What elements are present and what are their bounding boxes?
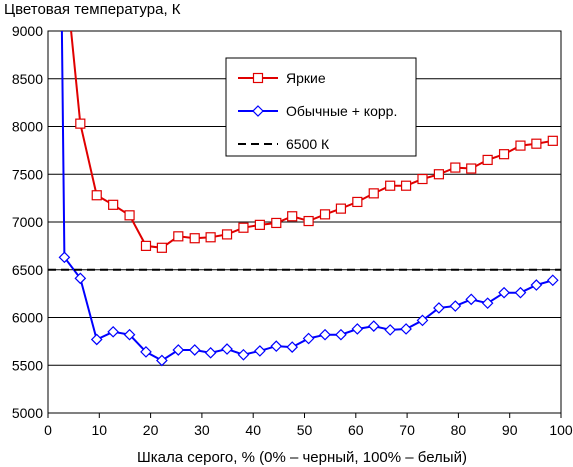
data-point-square <box>108 199 119 210</box>
x-tick-label: 30 <box>194 422 210 438</box>
y-tick-label: 7500 <box>12 166 43 182</box>
legend-marker-diamond <box>252 105 264 117</box>
x-tick-label: 60 <box>348 422 364 438</box>
data-point-square <box>335 203 347 214</box>
data-point-diamond <box>530 279 543 291</box>
x-tick-labels: 0 10 20 30 40 50 60 70 80 90 100 <box>44 422 573 438</box>
data-point-diamond <box>270 340 283 352</box>
data-point-diamond <box>188 344 201 356</box>
data-point-diamond <box>384 324 397 336</box>
data-point-square <box>156 242 167 253</box>
data-point-square <box>75 118 86 129</box>
x-tick-label: 0 <box>44 422 52 438</box>
x-axis-label: Шкала серого, % (0% – черный, 100% – бел… <box>137 449 467 466</box>
legend-marker-square <box>252 72 264 84</box>
data-point-square <box>189 233 200 244</box>
data-point-diamond <box>74 272 87 285</box>
y-tick-label: 6500 <box>12 262 43 278</box>
data-point-square <box>400 180 412 191</box>
data-point-diamond <box>433 302 445 314</box>
data-point-square <box>482 154 493 166</box>
data-point-diamond <box>237 348 250 361</box>
axes <box>47 30 562 418</box>
plot-border <box>47 30 562 414</box>
data-point-diamond <box>465 293 478 306</box>
data-point-diamond <box>498 286 510 299</box>
data-point-diamond <box>156 354 168 367</box>
x-tick-label: 80 <box>451 422 467 438</box>
data-point-square <box>319 209 331 220</box>
data-point-diamond <box>481 297 494 310</box>
data-point-diamond <box>449 300 462 312</box>
x-tick-label: 70 <box>399 422 415 438</box>
data-point-square <box>385 180 396 191</box>
y-tick-label: 8000 <box>12 119 43 135</box>
y-axis-label: Цветовая температура, К <box>4 1 181 18</box>
data-point-square <box>352 196 363 208</box>
series-group <box>48 31 561 367</box>
data-point-square <box>531 138 542 149</box>
data-point-square <box>205 232 216 243</box>
data-point-diamond <box>58 251 71 264</box>
data-point-square <box>124 210 135 221</box>
y-tick-label: 8500 <box>12 71 43 87</box>
data-point-diamond <box>546 274 559 287</box>
data-point-square <box>450 162 461 173</box>
data-point-square <box>303 215 314 227</box>
data-point-diamond <box>367 320 380 332</box>
data-point-square <box>433 169 445 180</box>
y-tick-label: 9000 <box>12 23 43 39</box>
data-point-diamond <box>400 323 412 335</box>
data-point-diamond <box>140 346 152 358</box>
data-point-square <box>498 149 510 160</box>
data-point-square <box>173 231 184 242</box>
x-tick-label: 50 <box>297 422 313 438</box>
data-point-diamond <box>514 286 527 299</box>
data-point-diamond <box>172 344 185 356</box>
data-point-square <box>515 140 526 151</box>
data-point-diamond <box>254 345 266 357</box>
data-point-diamond <box>107 325 119 338</box>
data-point-diamond <box>416 314 429 327</box>
data-point-square <box>271 217 282 229</box>
data-point-diamond <box>302 332 315 345</box>
data-point-diamond <box>286 341 299 353</box>
y-tick-label: 5500 <box>12 357 43 373</box>
legend-label: Обычные + корр. <box>286 103 397 119</box>
x-tick-label: 100 <box>549 422 573 438</box>
legend: Яркие Обычные + корр. 6500 К <box>225 57 417 157</box>
legend-label: 6500 К <box>286 136 330 152</box>
data-point-diamond <box>90 333 103 346</box>
data-point-square <box>140 240 152 251</box>
data-point-diamond <box>204 346 217 359</box>
x-tick-label: 90 <box>502 422 518 438</box>
data-point-square <box>547 135 558 146</box>
data-point-square <box>287 211 298 222</box>
x-tick-label: 20 <box>143 422 159 438</box>
data-point-diamond <box>351 323 364 335</box>
data-point-square <box>221 229 233 240</box>
legend-label: Яркие <box>286 70 326 86</box>
data-point-square <box>417 173 428 185</box>
y-tick-label: 7000 <box>12 214 43 230</box>
data-point-diamond <box>319 328 331 341</box>
data-point-diamond <box>335 328 347 341</box>
series-clip-group <box>48 31 561 367</box>
data-point-square <box>91 190 102 201</box>
data-point-square <box>368 188 379 199</box>
data-point-square <box>254 219 265 230</box>
data-point-diamond <box>221 343 233 355</box>
y-tick-label: 6000 <box>12 310 43 326</box>
data-point-square <box>466 163 477 174</box>
data-point-diamond <box>123 328 136 341</box>
data-point-square <box>238 222 249 233</box>
y-tick-labels: 5000 5500 6000 6500 7000 7500 8000 8500 9000 <box>12 23 43 421</box>
x-tick-label: 40 <box>245 422 261 438</box>
y-tick-label: 5000 <box>12 405 43 421</box>
x-tick-label: 10 <box>92 422 108 438</box>
